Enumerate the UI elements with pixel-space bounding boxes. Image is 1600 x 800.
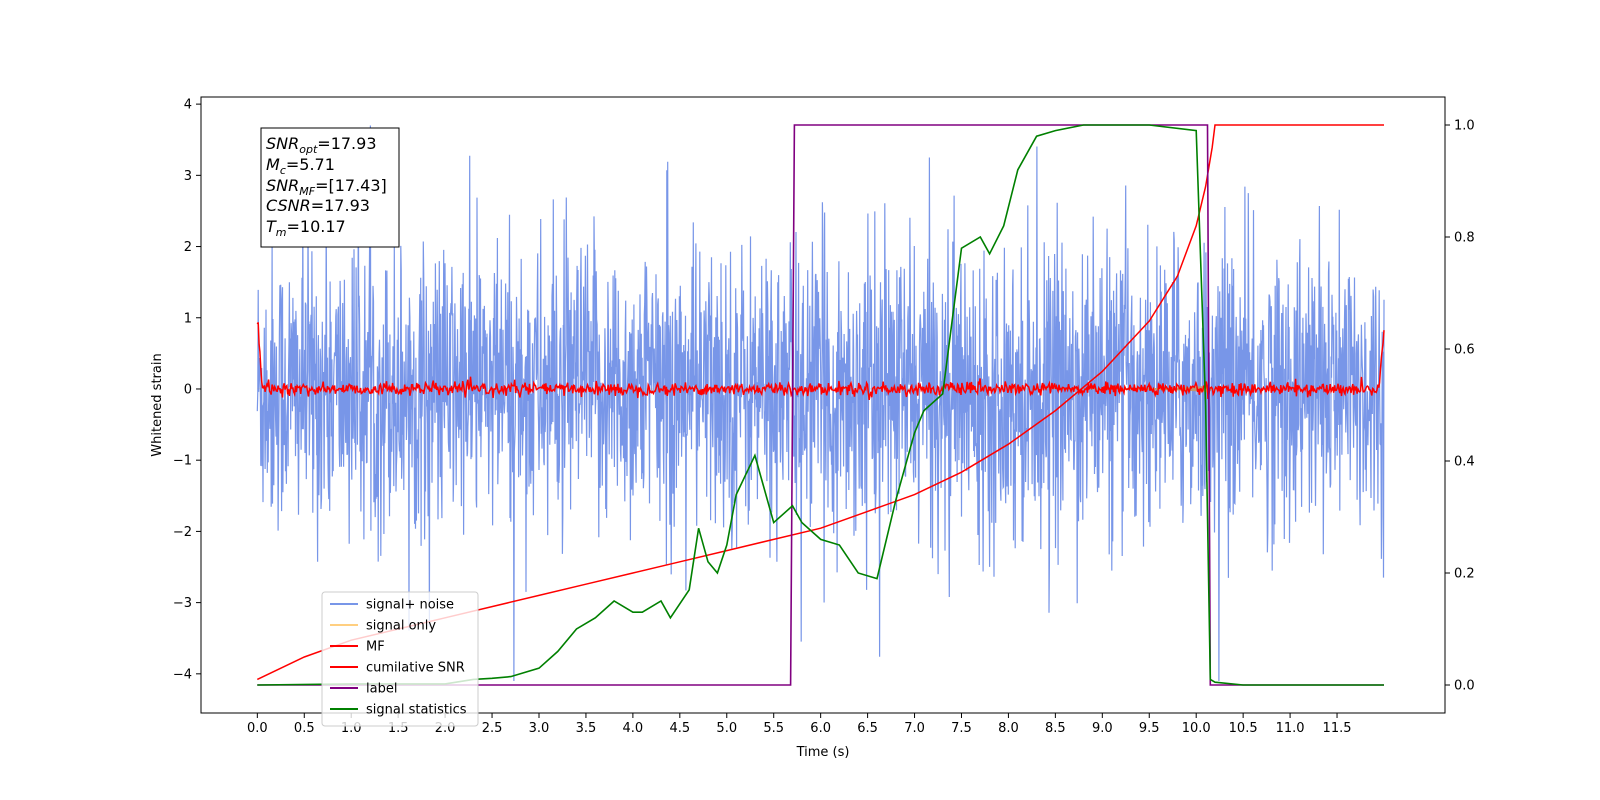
annotation-snr-opt: SNRopt=17.93: [266, 134, 377, 156]
y-right-tick-label: 0.4: [1454, 455, 1475, 470]
y-tick-label: 1: [184, 311, 192, 326]
y-tick-label: 0: [184, 382, 192, 397]
legend-frame: [321, 591, 479, 727]
y-tick-label: −3: [173, 596, 192, 611]
legend: signal+ noise signal only MF cumilative SNR…: [321, 591, 479, 727]
y-tick-label: 4: [184, 98, 192, 113]
y-tick-label: −2: [173, 525, 192, 540]
x-tick-label: 8.0: [998, 721, 1019, 736]
annotation-mc: Mc=5.71: [266, 155, 335, 177]
y-right-tick-label: 0.0: [1454, 679, 1475, 694]
x-tick-label: 7.0: [904, 721, 925, 736]
annotation-csnr: CSNR=17.93: [266, 196, 370, 215]
x-tick-label: 5.5: [763, 721, 784, 736]
x-tick-label: 0.0: [247, 721, 268, 736]
y-right-tick-label: 0.2: [1454, 567, 1475, 582]
x-tick-label: 9.5: [1139, 721, 1160, 736]
y-right-tick-label: 1.0: [1454, 119, 1475, 134]
x-tick-label: 4.5: [669, 721, 690, 736]
y-tick-label: −4: [173, 667, 192, 682]
x-tick-label: 6.5: [857, 721, 878, 736]
y-tick-label: −1: [173, 454, 192, 469]
x-tick-label: 11.0: [1276, 721, 1305, 736]
x-tick-label: 5.0: [716, 721, 737, 736]
x-tick-label: 7.5: [951, 721, 972, 736]
y-right-tick-label: 0.6: [1454, 343, 1475, 358]
legend-entry: signal only: [366, 619, 436, 634]
x-tick-label: 10.5: [1229, 721, 1258, 736]
y-right-tick-label: 0.8: [1454, 231, 1475, 246]
x-tick-label: 8.5: [1045, 721, 1066, 736]
mf-series: [256, 322, 1385, 401]
x-tick-label: 10.0: [1182, 721, 1211, 736]
mf-line: [256, 322, 1385, 401]
x-tick-label: 0.5: [294, 721, 315, 736]
x-tick-label: 4.0: [623, 721, 644, 736]
signal-plus-noise-line: [256, 125, 1385, 682]
x-tick-label: 2.5: [482, 721, 503, 736]
legend-entry: signal+ noise: [366, 598, 454, 613]
annotation-snr-mf: SNRMF=[17.43]: [266, 176, 387, 198]
x-tick-label: 9.0: [1092, 721, 1113, 736]
signal-plus-noise-series: [256, 125, 1385, 682]
x-axis-title: Time (s): [796, 745, 850, 760]
legend-entry: MF: [366, 640, 385, 655]
legend-entry: signal statistics: [366, 703, 467, 718]
x-tick-label: 3.0: [529, 721, 550, 736]
y-axis-title: Whitened strain: [150, 353, 165, 456]
legend-entry: label: [366, 682, 397, 697]
annotation-tm: Tm=10.17: [266, 217, 346, 239]
signal-statistics-line: [257, 124, 1384, 686]
annotation-frame: [260, 127, 400, 248]
y-tick-label: 2: [184, 240, 192, 255]
x-tick-label: 6.0: [810, 721, 831, 736]
annotation-box: SNRopt=17.93 Mc=5.71 SNRMF=[17.43] CSNR=…: [260, 127, 400, 248]
x-tick-label: 11.5: [1323, 721, 1352, 736]
x-tick-label: 3.5: [576, 721, 597, 736]
y-tick-label: 3: [184, 169, 192, 184]
legend-entry: cumilative SNR: [366, 661, 465, 676]
plot-frame: [200, 96, 1446, 714]
